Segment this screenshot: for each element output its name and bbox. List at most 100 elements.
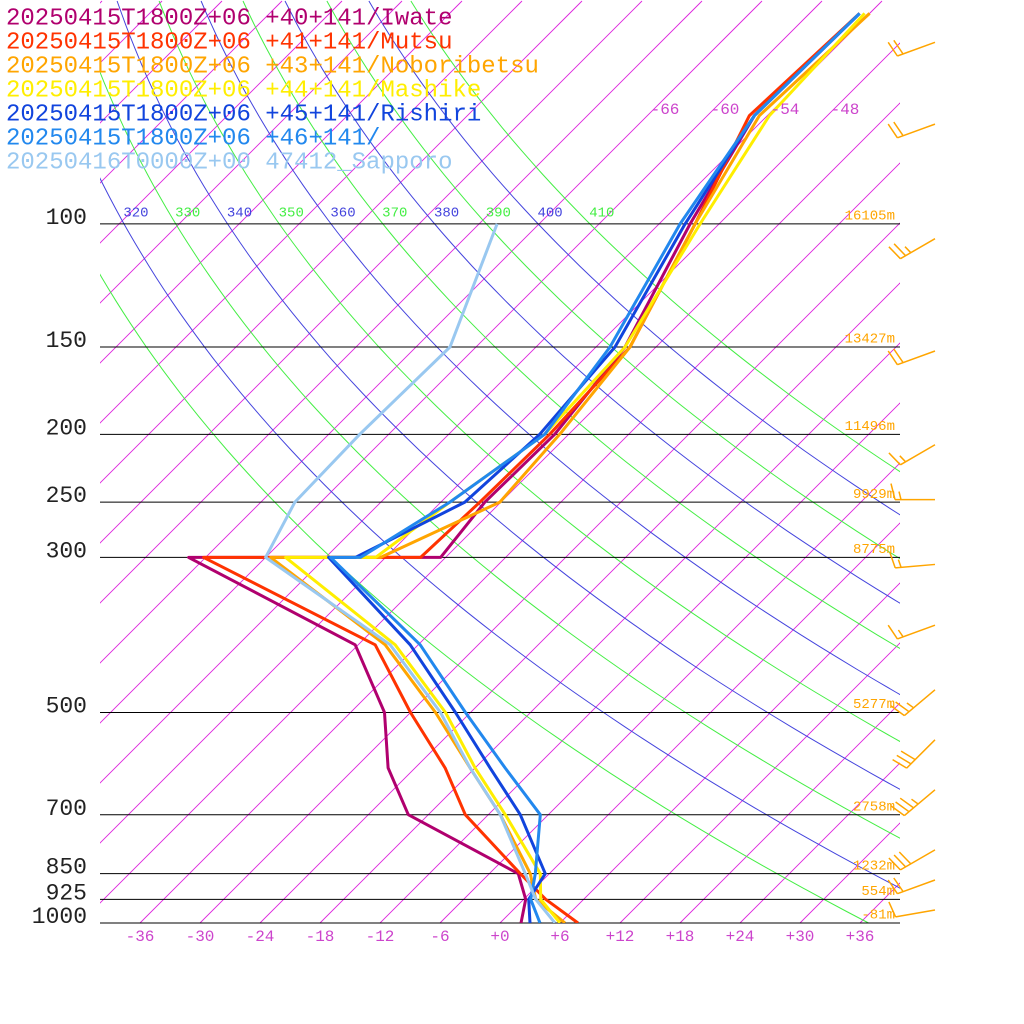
isotherm: [799, 822, 900, 923]
isotherm: [679, 702, 900, 923]
isotherm: [499, 522, 900, 923]
dry-adiabat: [100, 70, 900, 839]
isotherm: [100, 42, 900, 844]
wind-barb: [887, 121, 936, 139]
profile-line: [284, 12, 866, 923]
x-tick-label: +6: [550, 928, 569, 946]
wind-barb: [888, 238, 936, 260]
wind-barb: [888, 444, 936, 466]
x-tick-label: +0: [490, 928, 509, 946]
legend-entry: 20250415T1800Z+06 +44+141/Mashike: [6, 77, 481, 104]
dry-adiabat: [100, 177, 900, 889]
isotherm: [100, 0, 343, 244]
theta-label: 410: [589, 206, 614, 222]
theta-label: 360: [330, 206, 355, 222]
isotherm: [100, 0, 403, 304]
wind-barb: [887, 39, 936, 57]
isotherm: [139, 162, 900, 923]
dry-adiabat: [116, 0, 900, 790]
isotherm: [100, 0, 703, 604]
dry-adiabat: [158, 0, 900, 743]
background-lines: 310 320 330 340 350 360 370 380 390 400 410: [100, 0, 900, 923]
isotherm: [100, 0, 283, 184]
theta-label: 350: [279, 206, 304, 222]
isotherm: [100, 0, 463, 364]
theta-label: 320: [123, 206, 148, 222]
theta-label: 390: [486, 206, 511, 222]
pressure-label: 250: [46, 483, 87, 509]
dry-adiabat: [284, 0, 900, 604]
x-tick-label: -36: [126, 928, 155, 946]
dry-adiabat: [326, 0, 900, 560]
pressure-label: 300: [46, 539, 87, 565]
isotherm: [199, 222, 900, 923]
height-label: 554m: [861, 884, 895, 900]
dry-adiabat: [410, 0, 900, 473]
x-tick-label: -6: [430, 928, 449, 946]
wind-barb: [889, 552, 936, 569]
pressure-label: 500: [46, 694, 87, 720]
isotherm-label: -48: [831, 101, 860, 119]
height-label: 5277m: [853, 697, 895, 713]
dry-adiabat: [368, 0, 900, 516]
legend-entry: 20250415T1800Z+06 +40+141/Iwate: [6, 5, 452, 32]
isotherm: [439, 462, 900, 923]
profile-line: [264, 223, 557, 923]
x-tick-label: +12: [606, 928, 635, 946]
wind-barb: [890, 789, 936, 817]
height-label: -81m: [861, 908, 895, 924]
isotherm-label: -54: [771, 101, 800, 119]
profile-line: [329, 12, 861, 923]
isotherm: [259, 282, 900, 923]
theta-label: 330: [175, 206, 200, 222]
wind-barb: [888, 849, 936, 871]
legend-entry: 20250415T1800Z+06 +43+141/Noboribetsu: [6, 53, 539, 80]
wind-barb: [890, 689, 936, 717]
height-label: 11496m: [845, 419, 895, 435]
x-tick-label: -24: [246, 928, 275, 946]
legend-entry: 20250415T1800Z+06 +41+141/Mutsu: [6, 29, 452, 56]
dry-adiabat: [200, 0, 900, 696]
x-tick-label: +24: [726, 928, 755, 946]
isotherm: [319, 342, 900, 923]
theta-label: 380: [434, 206, 459, 222]
height-label: 9929m: [853, 487, 895, 503]
height-label: 1232m: [853, 858, 895, 874]
pressure-label: 700: [46, 796, 87, 822]
isotherm: [100, 0, 763, 664]
wind-barb: [887, 348, 936, 366]
legend-entry: 20250415T1800Z+06 +45+141/Rishiri: [6, 101, 481, 128]
isotherm-label: -60: [711, 101, 740, 119]
x-tick-label: -30: [186, 928, 215, 946]
isotherm: [619, 642, 900, 923]
pressure-label: 200: [46, 415, 87, 441]
height-label: 13427m: [845, 332, 895, 348]
isotherm: [100, 0, 823, 724]
legend-entry: 20250416T0000Z+00 47412_Sapporo: [6, 149, 452, 176]
isotherm: [559, 582, 900, 923]
isotherm: [100, 102, 900, 904]
legend-entry: 20250415T1800Z+06 +46+141/: [6, 125, 380, 152]
profile-line: [187, 12, 861, 923]
height-label: 16105m: [845, 209, 895, 225]
pressure-label: 925: [46, 880, 87, 906]
x-tick-label: -18: [306, 928, 335, 946]
dry-adiabat: [100, 273, 869, 923]
isotherm-label: -66: [651, 101, 680, 119]
x-tick-label: +30: [786, 928, 815, 946]
x-tick-label: -12: [366, 928, 395, 946]
height-label: 2758m: [853, 799, 895, 815]
wind-barb: [892, 739, 936, 769]
x-tick-label: +36: [846, 928, 875, 946]
theta-label: 400: [537, 206, 562, 222]
foreground: [100, 223, 900, 924]
wind-barb: [887, 624, 936, 640]
theta-label: 370: [382, 206, 407, 222]
profiles: [187, 12, 871, 923]
pressure-label: 150: [46, 328, 87, 354]
isotherm: [379, 402, 900, 923]
pressure-label: 100: [46, 205, 87, 231]
pressure-label: 850: [46, 855, 87, 881]
height-label: 8775m: [853, 542, 895, 558]
dry-adiabat: [242, 0, 900, 650]
